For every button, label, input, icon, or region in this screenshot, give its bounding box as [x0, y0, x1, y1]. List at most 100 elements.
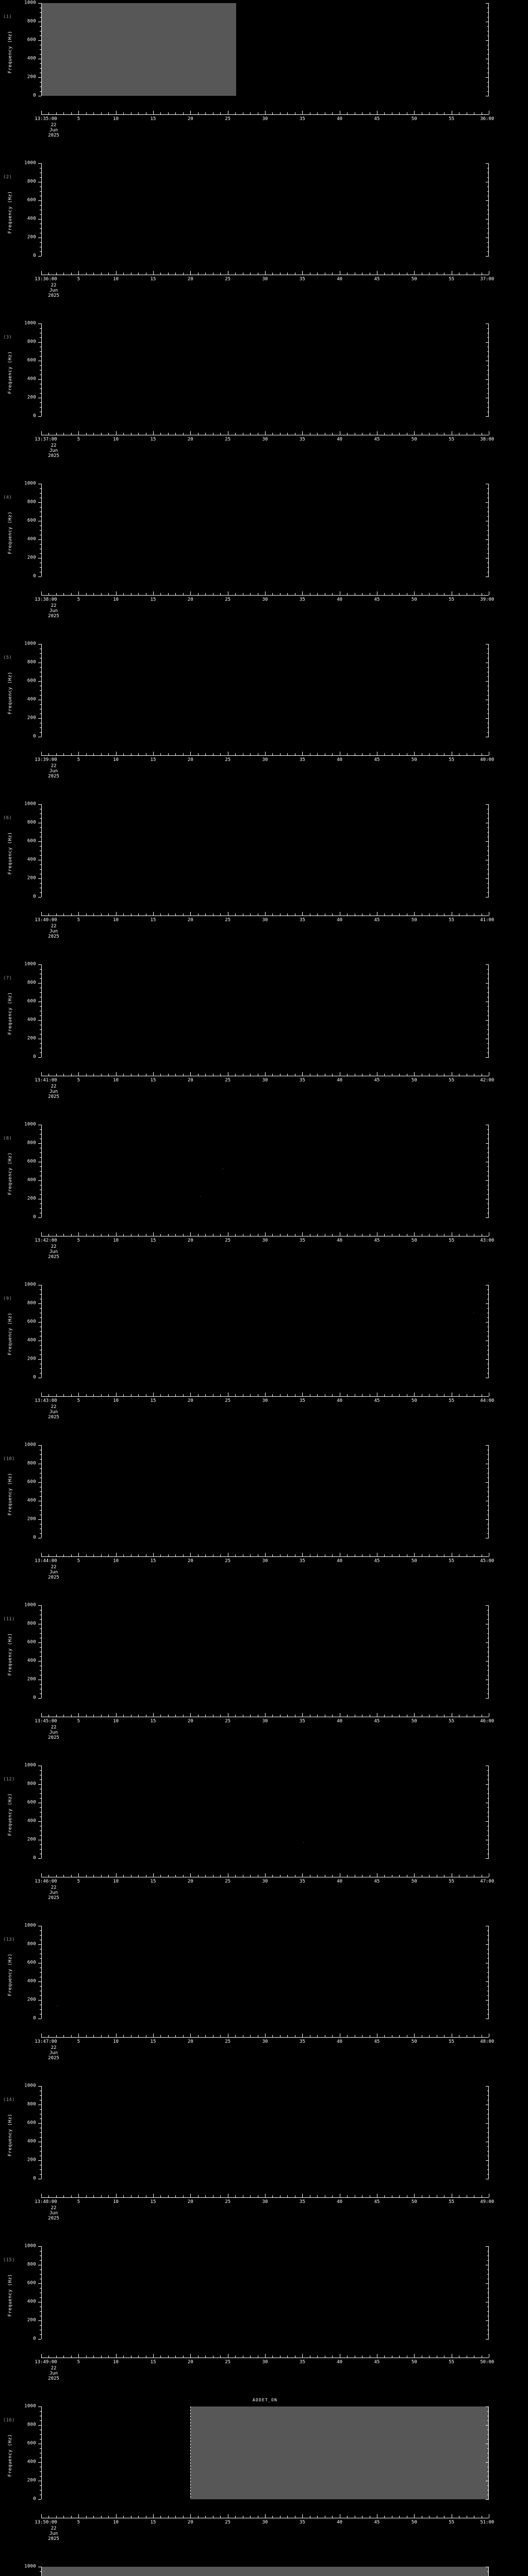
- y-tick-mark: [40, 407, 41, 408]
- x-axis-date: 22 Jun 2025: [43, 603, 64, 619]
- x-tick-mark: [160, 2355, 161, 2358]
- x-tick-mark: [56, 753, 57, 755]
- x-tick-label-start: 13:39:00: [35, 757, 57, 762]
- right-tick-mark: [487, 2109, 489, 2110]
- x-tick-mark: [190, 2354, 191, 2358]
- x-tick-label: 20: [187, 2360, 193, 2365]
- x-tick-label: 5: [77, 2520, 80, 2525]
- y-tick-mark: [40, 1986, 41, 1987]
- x-tick-mark: [63, 1074, 64, 1076]
- y-tick-mark: [40, 388, 41, 389]
- date-part-year: 2025: [48, 614, 59, 619]
- x-tick-label-end: 41:00: [480, 918, 494, 923]
- spectrogram-panel: (8) 0 200 400 600 800 1000 Frequency (Hz) 13:42:…: [0, 1122, 528, 1282]
- x-tick-mark: [265, 2514, 266, 2518]
- y-tick-mark: [40, 1619, 41, 1620]
- y-tick-label: 1000: [24, 320, 36, 326]
- y-axis-title: Frequency (Hz): [8, 1472, 13, 1516]
- x-tick-mark: [332, 1234, 333, 1236]
- x-tick-mark: [108, 593, 109, 595]
- x-tick-mark: [399, 2355, 400, 2358]
- y-tick-mark: [40, 2174, 41, 2175]
- panel-index-label: (14): [3, 2097, 15, 2103]
- y-tick-label: 400: [27, 1177, 36, 1183]
- date-part-month: Jun: [49, 2211, 58, 2216]
- x-tick-mark: [302, 2354, 303, 2358]
- y-axis-spine: [41, 1605, 42, 1698]
- x-tick-mark: [332, 593, 333, 595]
- y-tick-mark: [38, 804, 41, 805]
- x-tick-mark: [190, 1072, 191, 1076]
- x-tick-mark: [63, 2195, 64, 2197]
- x-tick-mark: [197, 2516, 199, 2518]
- spectrogram-panel: (16) ADDET_ON 0 200 400 600 800 1000 Frequency (…: [0, 2398, 528, 2564]
- y-tick-label: 400: [27, 1017, 36, 1023]
- y-tick-mark: [40, 869, 41, 870]
- date-part-year: 2025: [48, 293, 59, 298]
- x-tick-mark: [332, 273, 333, 275]
- x-tick-mark: [347, 1234, 348, 1236]
- date-part-month: Jun: [49, 769, 58, 774]
- y-tick-mark: [38, 1020, 41, 1021]
- x-tick-mark: [63, 1554, 64, 1556]
- x-tick-mark: [56, 273, 57, 275]
- x-tick-mark: [429, 1234, 430, 1236]
- x-tick-mark: [168, 2516, 169, 2518]
- x-tick-mark: [384, 2516, 385, 2518]
- x-tick-label: 10: [113, 1719, 119, 1724]
- y-tick-label: 0: [33, 1375, 36, 1380]
- x-tick-mark: [250, 1234, 251, 1236]
- x-axis-spine: [41, 2037, 489, 2038]
- x-tick-mark: [302, 1232, 303, 1236]
- x-tick-mark: [332, 1875, 333, 1877]
- y-tick-mark: [38, 1858, 41, 1859]
- right-tick-mark: [487, 1610, 489, 1611]
- y-tick-label: 800: [27, 1300, 36, 1306]
- x-tick-mark: [220, 433, 221, 435]
- x-tick-mark: [56, 2516, 57, 2518]
- x-tick-label: 20: [187, 1719, 193, 1724]
- x-tick-label: 45: [374, 757, 380, 762]
- y-tick-mark: [38, 1445, 41, 1446]
- x-tick-mark: [332, 433, 333, 435]
- y-tick-label: 800: [27, 2262, 36, 2267]
- spectrogram-image: [190, 2406, 489, 2499]
- right-axis-ticks: [486, 3, 489, 96]
- x-tick-mark: [183, 1715, 184, 1717]
- date-part-day: 22: [51, 1885, 57, 1890]
- y-tick-mark: [38, 1322, 41, 1323]
- spectrogram-panel: (10) 0 200 400 600 800 1000 Frequency (Hz) 13:44…: [0, 1442, 528, 1602]
- plot-area: [41, 964, 489, 1057]
- x-tick-mark: [347, 1715, 348, 1717]
- x-tick-mark: [108, 1074, 109, 1076]
- x-tick-label: 5: [77, 2199, 80, 2205]
- y-tick-label: 200: [27, 1356, 36, 1362]
- y-tick-mark: [40, 63, 41, 64]
- x-tick-mark: [41, 591, 42, 595]
- x-tick-mark: [41, 1232, 42, 1236]
- x-tick-mark: [108, 1715, 109, 1717]
- x-tick-label: 45: [374, 597, 380, 602]
- y-tick-label: 600: [27, 2280, 36, 2286]
- x-tick-mark: [302, 431, 303, 435]
- x-tick-label: 5: [77, 918, 80, 923]
- x-tick-label: 30: [262, 1238, 268, 1243]
- x-tick-mark: [197, 433, 199, 435]
- x-tick-mark: [235, 2355, 236, 2358]
- x-tick-mark: [71, 1715, 72, 1717]
- x-tick-label: 15: [150, 2360, 156, 2365]
- right-axis-ticks: [486, 644, 489, 737]
- x-tick-mark: [190, 752, 191, 755]
- x-tick-mark: [317, 1554, 318, 1556]
- x-tick-mark: [41, 1873, 42, 1877]
- x-tick-mark: [71, 1554, 72, 1556]
- x-tick-mark: [250, 1715, 251, 1717]
- x-tick-label: 40: [337, 277, 343, 282]
- x-tick-label: 25: [225, 918, 231, 923]
- x-tick-mark: [265, 271, 266, 275]
- y-tick-mark: [40, 68, 41, 69]
- date-part-month: Jun: [49, 2050, 58, 2056]
- x-tick-mark: [153, 2194, 154, 2197]
- right-tick-mark: [487, 191, 489, 192]
- y-tick-mark: [40, 827, 41, 828]
